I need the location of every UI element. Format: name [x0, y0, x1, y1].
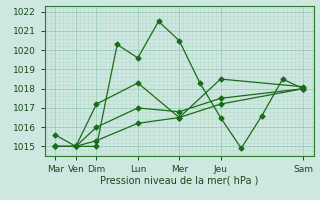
- X-axis label: Pression niveau de la mer( hPa ): Pression niveau de la mer( hPa ): [100, 175, 258, 185]
